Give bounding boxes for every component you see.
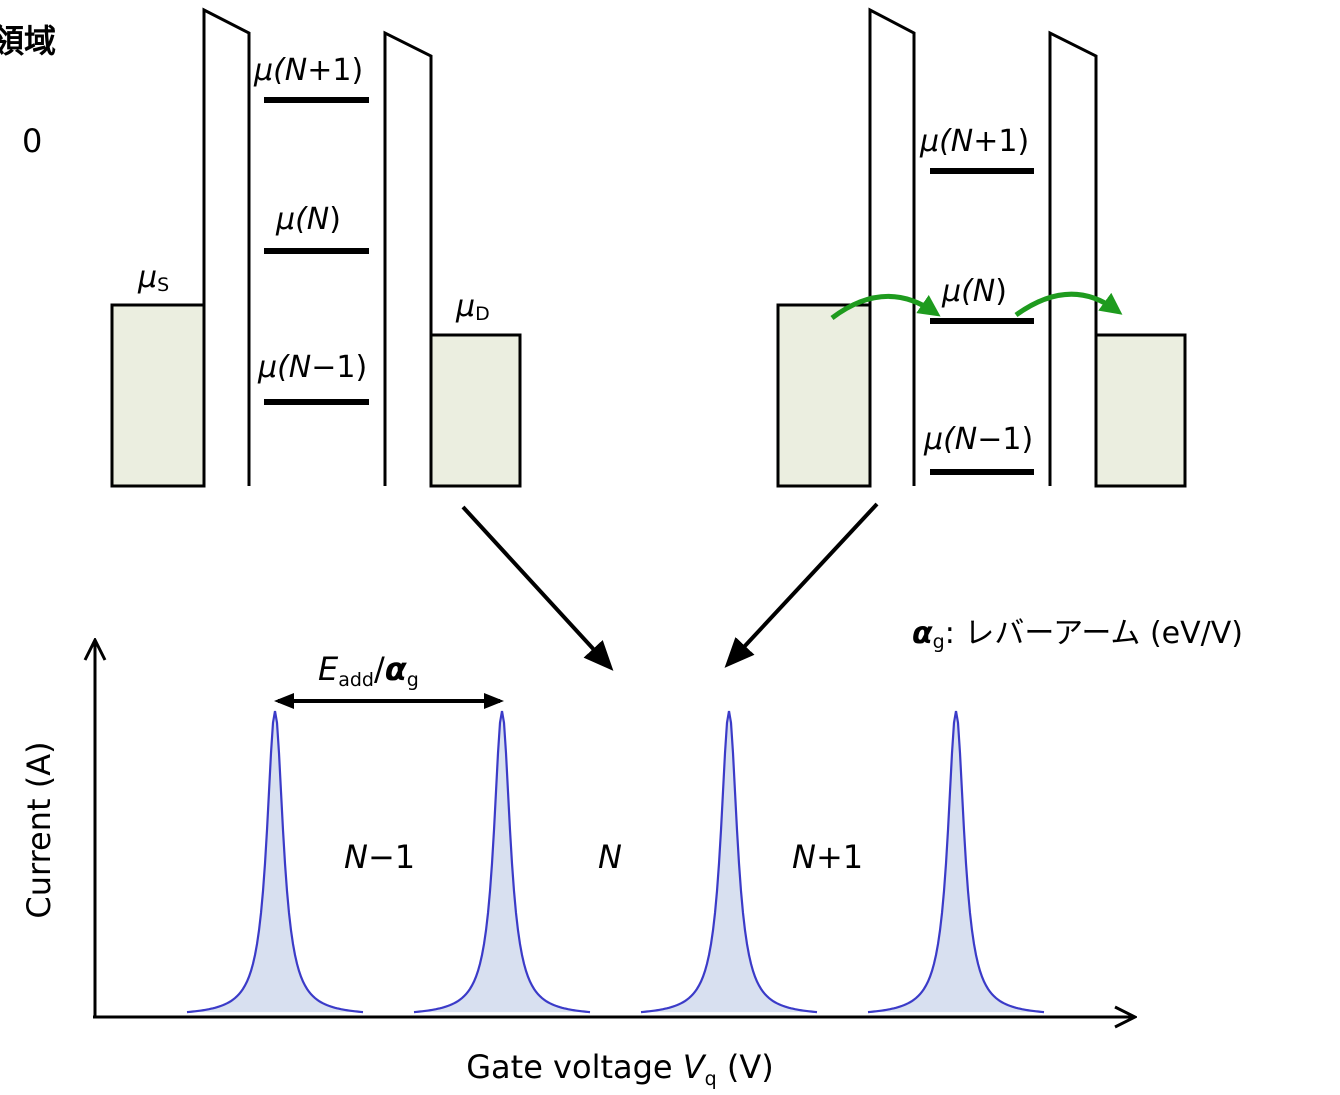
peak-fill-3 (641, 711, 817, 1013)
pointer-arrow-left (461, 505, 614, 671)
right-energy-diagram: μ(N+1) μ(N) μ(N−1) (776, 7, 1187, 488)
right-barrier-right (1048, 30, 1098, 486)
tunnel-arrow-out (1014, 291, 1123, 318)
left-energy-diagram: μ(N+1) μ(N) μ(N−1) μS μD (110, 7, 522, 488)
label-mu-n-minus-1-right: μ(N−1) (923, 422, 1033, 457)
peak-2 (413, 710, 591, 1014)
right-barrier (383, 30, 433, 486)
spacing-label: Eadd/αg (318, 650, 419, 691)
peak-4 (867, 710, 1045, 1014)
peaks-group (186, 710, 1045, 1014)
peak-3 (640, 710, 818, 1014)
left-barrier (202, 7, 251, 486)
title-fragment: 領域 (0, 22, 56, 60)
y-axis-label: Current (A) (20, 741, 58, 918)
zero-fragment: 0 (22, 122, 42, 160)
drain-reservoir-right (1094, 333, 1187, 488)
coulomb-peaks-chart: Eadd/αg N−1 N N+1 Current (A) Gate volta… (20, 642, 1133, 1090)
tunnel-arrow-in (830, 293, 941, 320)
left-barrier-right (868, 7, 916, 486)
x-axis-label: Gate voltage Vq (V) (466, 1048, 774, 1090)
label-mu-n-right: μ(N) (941, 274, 1007, 309)
label-mu-source: μS (137, 260, 169, 296)
peak-fill-4 (868, 711, 1044, 1013)
region-label-n-plus-1: N+1 (792, 838, 863, 876)
label-mu-n-plus-1: μ(N+1) (253, 53, 363, 88)
lever-arm-note: αg: レバーアーム (eV/V) (912, 616, 1243, 653)
label-mu-n-minus-1: μ(N−1) (257, 350, 367, 385)
region-label-n-minus-1: N−1 (344, 838, 415, 876)
source-reservoir (110, 303, 206, 488)
source-reservoir-right (776, 303, 872, 488)
label-mu-n: μ(N) (275, 202, 341, 237)
pointer-arrow-right (724, 502, 879, 668)
label-mu-n-plus-1-right: μ(N+1) (919, 124, 1029, 159)
peak-fill-1 (187, 711, 363, 1013)
region-label-n: N (598, 838, 622, 876)
peak-fill-2 (414, 711, 590, 1013)
peak-1 (186, 710, 364, 1014)
drain-reservoir (429, 333, 522, 488)
label-mu-drain: μD (455, 289, 490, 325)
